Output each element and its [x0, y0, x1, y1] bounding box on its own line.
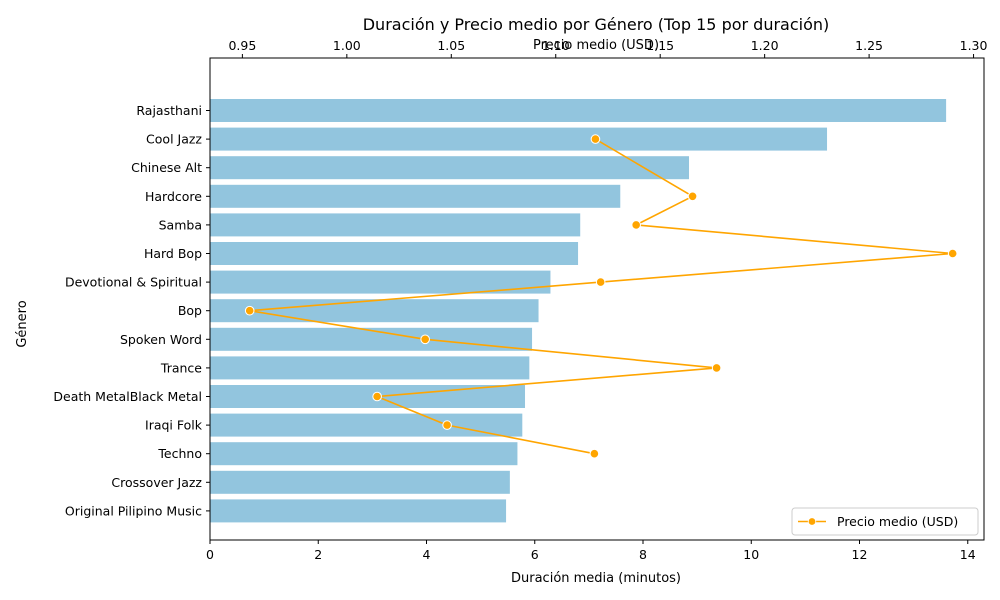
- x2-tick-label-3: 1.10: [542, 38, 570, 53]
- price-point-5: [947, 248, 958, 259]
- bar-13: [210, 470, 510, 494]
- bar-1: [210, 127, 828, 151]
- x-tick-label-3: 6: [531, 547, 539, 562]
- x2-tick-label-7: 1.30: [960, 38, 988, 53]
- legend: Precio medio (USD): [791, 507, 979, 536]
- x-tick-label-4: 8: [639, 547, 647, 562]
- y-tick-label-7: Bop: [178, 303, 202, 318]
- x2-tick-label-6: 1.25: [855, 38, 883, 53]
- y-tick-label-10: Death MetalBlack Metal: [53, 389, 202, 404]
- x-axis-label: Duración media (minutos): [511, 571, 681, 586]
- price-point-1: [590, 134, 601, 144]
- legend-box: [791, 507, 979, 536]
- chart-title: Duración y Precio medio por Género (Top …: [363, 15, 830, 34]
- bar-5: [210, 242, 579, 265]
- x-tick-label-6: 12: [852, 547, 868, 562]
- y-tick-label-5: Hard Bop: [144, 246, 202, 261]
- price-point-6: [595, 277, 606, 287]
- price-point-7: [244, 305, 255, 316]
- bar-6: [210, 270, 551, 294]
- x-tick-label-2: 4: [423, 547, 431, 562]
- y-tick-label-13: Crossover Jazz: [111, 475, 202, 490]
- y-tick-label-8: Spoken Word: [120, 332, 202, 347]
- price-point-12: [589, 448, 600, 459]
- price-point-8: [420, 334, 430, 345]
- bar-14: [210, 499, 507, 523]
- y-tick-label-12: Techno: [157, 446, 202, 461]
- y-tick-label-14: Original Pilipino Music: [65, 503, 202, 518]
- price-point-4: [631, 220, 641, 230]
- x-tick-label-0: 0: [206, 547, 214, 562]
- bar-2: [210, 156, 690, 180]
- x2-tick-label-2: 1.05: [437, 38, 465, 53]
- price-point-3: [687, 191, 698, 202]
- y-tick-label-6: Devotional & Spiritual: [65, 275, 202, 290]
- x-tick-label-5: 10: [743, 547, 759, 562]
- y-tick-label-1: Cool Jazz: [146, 132, 202, 147]
- y-tick-label-9: Trance: [160, 360, 202, 375]
- bars: [210, 99, 947, 523]
- bar-3: [210, 184, 621, 208]
- x-tick-label-7: 14: [960, 547, 976, 562]
- price-point-10: [372, 391, 382, 402]
- bar-4: [210, 213, 581, 237]
- bar-8: [210, 327, 533, 351]
- bar-9: [210, 356, 530, 380]
- price-point-11: [442, 420, 452, 430]
- bar-12: [210, 442, 518, 466]
- y-tick-label-4: Samba: [159, 217, 202, 232]
- x2-tick-label-1: 1.00: [333, 38, 361, 53]
- y-axis-label: Género: [15, 300, 30, 347]
- bar-11: [210, 413, 523, 437]
- price-point-9: [711, 363, 722, 373]
- y-tick-label-2: Chinese Alt: [131, 160, 202, 175]
- y-tick-label-3: Hardcore: [145, 189, 202, 204]
- x2-tick-label-4: 1.15: [646, 38, 674, 53]
- y-tick-label-0: Rajasthani: [136, 103, 202, 118]
- price-line: [244, 134, 958, 459]
- bar-7: [210, 299, 539, 323]
- y-ticks: Rajasthani Cool Jazz Chinese Alt Hardcore Sa…: [53, 103, 210, 518]
- x2-axis-label: Precio medio (USD): [533, 38, 659, 53]
- x-ticks: 0 2 4 6 8 10 12 14: [206, 540, 976, 562]
- y-tick-label-11: Iraqi Folk: [145, 418, 203, 433]
- legend-marker-swatch: [807, 517, 817, 526]
- bar-0: [210, 99, 947, 122]
- legend-label: Precio medio (USD): [837, 514, 958, 529]
- x2-ticks: 0.95 1.00 1.05 1.10 1.15 1.20 1.25 1.30: [228, 38, 988, 58]
- x2-tick-label-0: 0.95: [228, 38, 256, 53]
- x2-tick-label-5: 1.20: [751, 38, 779, 53]
- x-tick-label-1: 2: [314, 547, 322, 562]
- plot-frame: [209, 57, 985, 541]
